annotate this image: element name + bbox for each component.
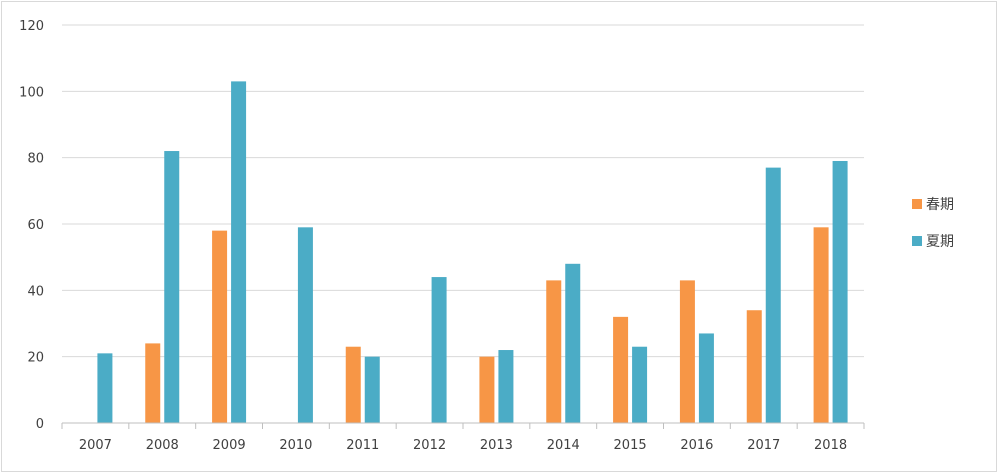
y-tick-label: 40 (27, 284, 44, 299)
bar-spring-2011 (345, 346, 361, 423)
bar-spring-2017 (746, 310, 762, 423)
x-tick-label: 2013 (480, 438, 513, 453)
bar-spring-2008 (145, 343, 161, 423)
bar-summer-2011 (364, 356, 380, 423)
legend-label: 春期 (926, 197, 954, 213)
bar-summer-2007 (97, 353, 113, 423)
y-tick-label: 0 (36, 417, 44, 432)
bar-summer-2010 (297, 227, 313, 423)
x-tick-label: 2007 (79, 438, 112, 453)
bar-summer-2009 (231, 81, 247, 423)
x-tick-label: 2018 (814, 438, 847, 453)
bar-summer-2017 (765, 167, 781, 423)
x-tick-label: 2012 (413, 438, 446, 453)
y-tick-label: 20 (27, 351, 44, 366)
legend-label: 夏期 (926, 234, 954, 250)
bar-summer-2016 (698, 333, 714, 423)
y-tick-label: 60 (27, 218, 44, 233)
y-tick-label: 80 (27, 152, 44, 167)
y-axis-ticks: 0 20 40 60 80 100 120 (19, 19, 44, 432)
y-tick-label: 100 (19, 85, 44, 100)
bar-spring-2015 (613, 316, 629, 423)
x-axis-ticks: 2007 2008 2009 2010 2011 2012 2013 2014 2015 2016… (61, 423, 865, 453)
y-tick-label: 120 (19, 19, 44, 34)
bars (97, 81, 848, 424)
x-tick-label: 2009 (213, 438, 246, 453)
x-tick-label: 2011 (346, 438, 379, 453)
bar-summer-2014 (565, 263, 581, 423)
x-tick-label: 2010 (279, 438, 312, 453)
bar-summer-2012 (431, 277, 447, 423)
bar-spring-2018 (813, 227, 829, 423)
x-tick-label: 2014 (547, 438, 580, 453)
x-tick-label: 2015 (614, 438, 647, 453)
legend-swatch (912, 199, 922, 209)
bar-summer-2013 (498, 350, 514, 423)
x-tick-label: 2008 (146, 438, 179, 453)
x-tick-label: 2016 (680, 438, 713, 453)
legend-swatch (912, 236, 922, 246)
bar-spring-2013 (479, 356, 495, 423)
x-tick-label: 2017 (747, 438, 780, 453)
bar-spring-2014 (546, 280, 562, 423)
gridlines (62, 24, 864, 358)
bar-summer-2015 (632, 346, 648, 423)
bar-summer-2008 (164, 151, 180, 424)
bar-spring-2016 (679, 280, 695, 423)
bar-spring-2009 (212, 230, 228, 423)
bar-summer-2018 (832, 160, 848, 423)
